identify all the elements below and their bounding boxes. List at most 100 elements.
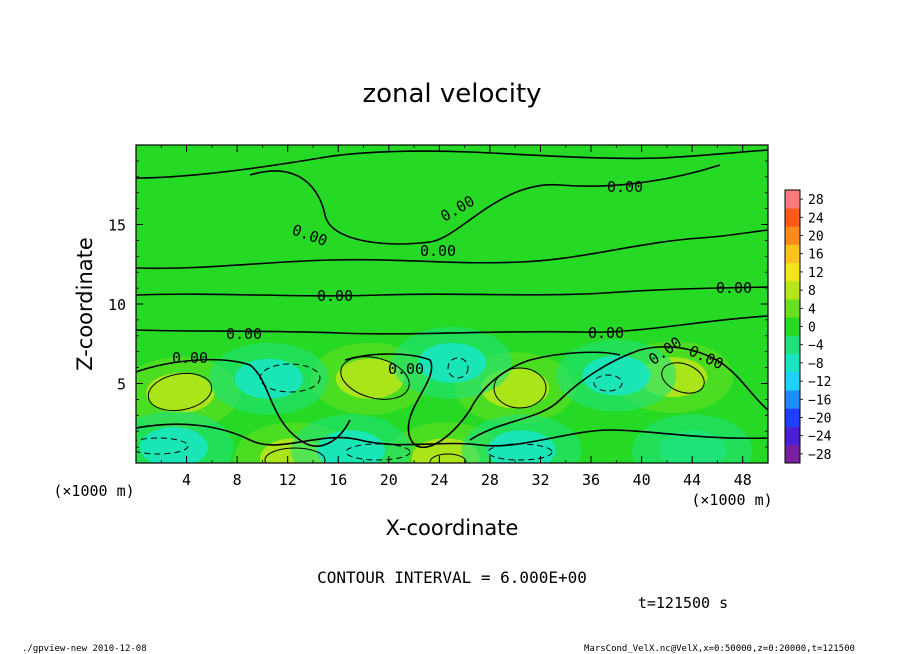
colorbar-tick-label: 24 [808, 211, 824, 226]
field-blob [316, 430, 385, 463]
contour-label: 0.00 [420, 242, 456, 260]
field-blob [658, 430, 727, 463]
colorbar-tick-label: −28 [808, 448, 831, 463]
colorbar-tick-label: 4 [808, 302, 816, 317]
colorbar-swatch [785, 426, 800, 446]
zero-contour-line [136, 358, 351, 447]
field-blob [335, 358, 404, 399]
contour-interval-note: CONTOUR INTERVAL = 6.000E+00 [317, 568, 587, 587]
contour-label: 0.00 [226, 325, 262, 343]
positive-contour [264, 447, 326, 463]
time-label: t=121500 s [638, 594, 728, 612]
negative-contour [136, 437, 189, 455]
colorbar-swatch [785, 262, 800, 282]
negative-contour [487, 443, 553, 461]
x-tick-label: 16 [329, 471, 347, 489]
colorbar-tick-label: −20 [808, 412, 831, 427]
contour-label: 0.00 [317, 287, 353, 305]
positive-contour [147, 372, 213, 412]
footer-left: ./gpview-new 2010-12-08 [22, 644, 147, 654]
zero-contour-line [136, 286, 768, 297]
colorbar-swatch [785, 444, 800, 464]
x-tick-label: 8 [233, 471, 242, 489]
field-blobs [136, 326, 753, 463]
plot-area: 0.00 0.00 0.00 0.00 0.00 0.00 0.00 0.00 … [135, 144, 769, 464]
x-tick-label: 40 [633, 471, 651, 489]
colorbar-tick-label: 28 [808, 193, 824, 208]
colorbar-tick-label: −8 [808, 357, 824, 372]
x-axis: 4 8 12 16 20 24 28 32 36 40 44 48 [135, 145, 769, 489]
field-blob [487, 430, 556, 463]
colorbar-legend: 28 24 20 16 12 8 4 0 −4 −8 −12 −16 −20 −24 −28 [784, 189, 832, 464]
positive-contour [340, 356, 410, 400]
colorbar-swatch [785, 208, 800, 227]
negative-contour [259, 363, 321, 393]
chart-title: zonal velocity [362, 79, 541, 109]
colorbar-swatch [785, 317, 800, 336]
colorbar-swatch [785, 226, 800, 245]
y-tick-label: 5 [117, 376, 126, 394]
colorbar-tick-label: 8 [808, 284, 816, 299]
y-axis-title: Z-coordinate [73, 237, 97, 371]
x-tick-label: 32 [531, 471, 549, 489]
colorbar-swatch [785, 390, 800, 409]
x-tick-label: 24 [430, 471, 448, 489]
colorbar-swatch [785, 190, 800, 209]
positive-contour-lines [147, 356, 705, 463]
colorbar-swatch [785, 335, 800, 355]
zero-contour-lines [136, 149, 768, 449]
field-blob [146, 373, 215, 414]
field-blob [418, 342, 486, 383]
colorbar-swatch [785, 408, 800, 427]
colorbar-swatch [785, 353, 800, 373]
x-tick-label: 20 [380, 471, 398, 489]
zero-contour-line [469, 345, 768, 441]
x-tick-label: 48 [734, 471, 752, 489]
x-tick-label: 12 [279, 471, 297, 489]
zero-contour-line [344, 351, 621, 449]
positive-contour [493, 367, 547, 409]
zero-contour-line [136, 229, 768, 270]
colorbar-swatch [785, 299, 800, 318]
zero-contour-line [136, 315, 768, 335]
contour-label: 0.00 [172, 349, 208, 367]
x-tick-label: 36 [582, 471, 600, 489]
colorbar-swatch [785, 281, 800, 300]
field-blob [139, 427, 208, 463]
field-blob [582, 355, 651, 396]
positive-contour [429, 453, 467, 463]
y-tick-label: 10 [108, 296, 126, 314]
colorbar-swatch [785, 372, 800, 391]
plot-background [136, 145, 768, 463]
colorbar-tick-label: 16 [808, 248, 824, 263]
zero-contour-line [136, 149, 768, 179]
x-unit-label: (×1000 m) [691, 491, 772, 509]
contour-label: 0.00 [607, 178, 643, 196]
footer-right: MarsCond_VelX.nc@VelX,x=0:50000,z=0:2000… [584, 644, 855, 654]
contour-label: 0.00 [716, 279, 752, 297]
y-unit-label: (×1000 m) [53, 482, 134, 500]
y-tick-label: 15 [108, 217, 126, 235]
x-axis-title: X-coordinate [386, 516, 519, 540]
x-tick-label: 44 [683, 471, 701, 489]
negative-contour [447, 357, 469, 379]
colorbar-tick-label: 20 [808, 230, 824, 245]
negative-contour [345, 443, 411, 461]
colorbar-tick-label: −24 [808, 430, 832, 445]
colorbar-tick-label: −12 [808, 375, 831, 390]
zero-contour-line [249, 164, 721, 245]
colorbar-swatch [785, 244, 800, 264]
colorbar-tick-label: −16 [808, 393, 831, 408]
x-tick-label: 4 [182, 471, 191, 489]
negative-contour-lines [136, 357, 623, 461]
contour-label: 0.00 [388, 360, 424, 378]
colorbar-tick-label: −4 [808, 339, 824, 354]
negative-contour [593, 374, 623, 392]
colorbar-tick-label: 12 [808, 266, 824, 281]
field-blob [234, 358, 303, 399]
x-tick-label: 28 [481, 471, 499, 489]
colorbar-tick-label: 0 [808, 321, 816, 336]
y-axis: 5 10 15 [108, 144, 768, 464]
zero-contour-line [136, 423, 768, 447]
